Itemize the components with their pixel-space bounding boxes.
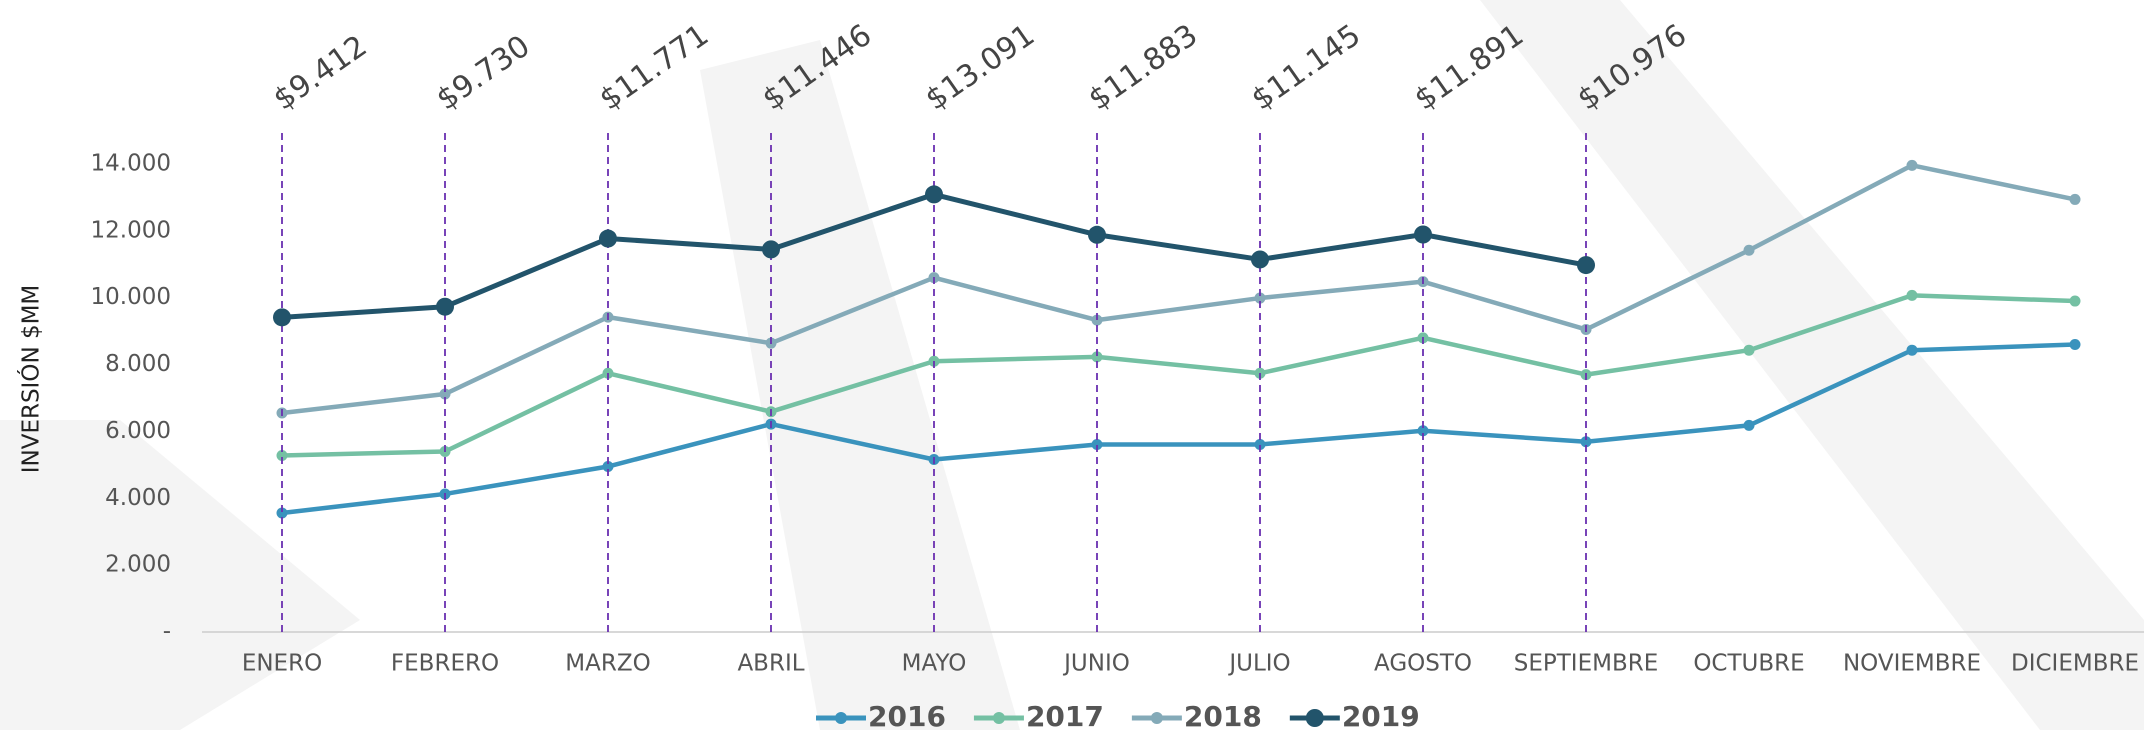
point [276, 449, 288, 461]
point [1254, 292, 1266, 304]
x-tick-label: DICIEMBRE [2011, 651, 2139, 677]
x-tick-label: NOVIEMBRE [1843, 651, 1981, 677]
point [439, 388, 451, 400]
y-tick-label: 10.000 [91, 284, 171, 310]
point [1743, 344, 1755, 356]
y-tick-label: 14.000 [91, 151, 171, 177]
data-label: $11.771 [593, 18, 715, 118]
y-tick-label: 12.000 [91, 217, 171, 243]
point [1091, 314, 1103, 326]
point [1577, 256, 1595, 275]
point [1906, 344, 1918, 356]
x-tick-label: ENERO [242, 651, 322, 677]
point [925, 185, 943, 204]
legend-label: 2017 [1026, 700, 1104, 730]
point [1088, 225, 1106, 244]
point [602, 461, 614, 473]
data-label: $13.091 [919, 18, 1041, 118]
legend-marker [835, 712, 847, 724]
point [1251, 250, 1269, 269]
point [1254, 438, 1266, 450]
point [1906, 289, 1918, 301]
point [2069, 193, 2081, 205]
y-tick-label: 2.000 [105, 552, 171, 578]
y-tick-label: - [163, 619, 171, 645]
legend-label: 2018 [1184, 700, 1262, 730]
series-line [281, 163, 2076, 416]
point [1417, 425, 1429, 437]
point [1414, 225, 1432, 244]
data-label: $9.730 [430, 29, 536, 118]
x-tick-label: OCTUBRE [1693, 651, 1804, 677]
y-tick-label: 6.000 [105, 418, 171, 444]
x-tick-label: ABRIL [737, 651, 804, 677]
y-tick-label: 4.000 [105, 485, 171, 511]
point [276, 507, 288, 519]
legend-marker [1150, 712, 1163, 724]
x-tick-label: MAYO [902, 651, 967, 677]
point [273, 308, 291, 327]
point [1091, 438, 1103, 450]
point [599, 229, 617, 248]
point [1580, 436, 1592, 448]
x-tick-label: MARZO [565, 651, 650, 677]
x-tick-label: AGOSTO [1374, 651, 1472, 677]
x-tick-label: FEBRERO [391, 651, 499, 677]
point [2069, 295, 2081, 307]
y-tick-label: 8.000 [105, 351, 171, 377]
data-label: $11.883 [1082, 18, 1204, 118]
legend-label: 2019 [1342, 700, 1420, 730]
point [762, 240, 780, 259]
y-axis-title: INVERSIÓN $MM [17, 285, 45, 474]
x-tick-label: SEPTIEMBRE [1514, 651, 1659, 677]
point [1743, 419, 1755, 431]
series-line [281, 342, 2076, 516]
point [2069, 339, 2081, 351]
x-tick-label: JULIO [1227, 651, 1290, 677]
x-tick-label: JUNIO [1062, 651, 1130, 677]
point [1743, 244, 1755, 256]
point [1091, 351, 1103, 363]
data-label: $9.412 [267, 29, 373, 118]
point [436, 297, 454, 316]
series-line [281, 293, 2076, 458]
legend-marker [1305, 709, 1324, 727]
legend-label: 2016 [868, 700, 946, 730]
point [1906, 159, 1918, 171]
data-label: $11.891 [1408, 18, 1530, 118]
data-label: $11.145 [1245, 18, 1367, 118]
legend-marker [992, 712, 1005, 724]
